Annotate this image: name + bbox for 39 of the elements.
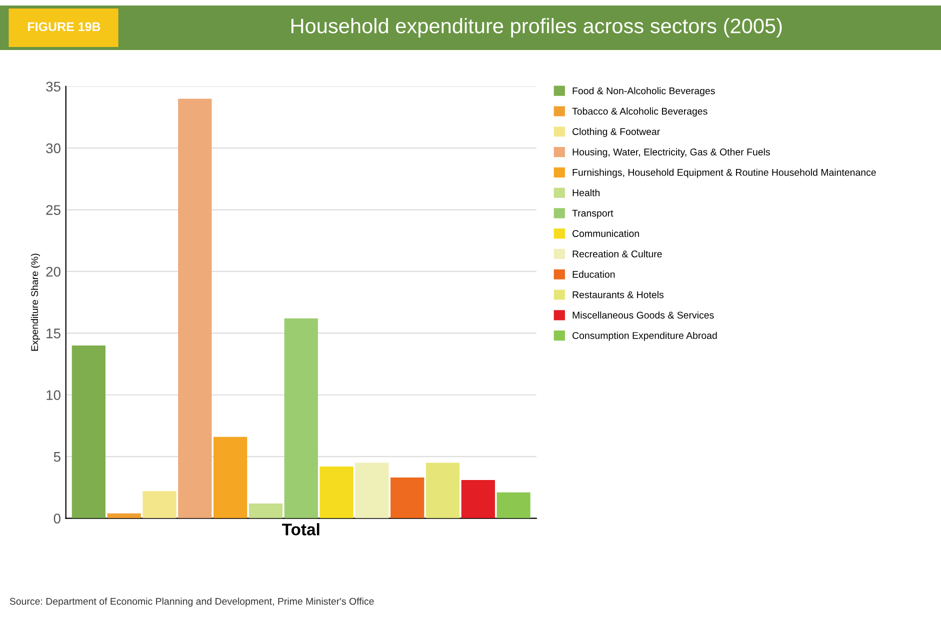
bar — [320, 466, 354, 518]
y-tick-label: 0 — [54, 514, 60, 524]
bar — [496, 492, 530, 518]
bar — [107, 513, 141, 518]
y-tick-label: 5 — [54, 452, 60, 462]
bar — [72, 346, 106, 518]
bar — [355, 462, 389, 518]
legend-label: Restaurants & Hotels — [572, 291, 664, 298]
legend-label: Food & Non-Alcoholic Beverages — [572, 87, 715, 96]
legend-label: Education — [572, 270, 615, 278]
legend-label: Housing, Water, Electricity, Gas & Other Fuels — [572, 148, 770, 158]
legend-label: Tobacco & Alcoholic Beverages — [572, 108, 708, 117]
bar — [284, 318, 318, 518]
legend-label: Consumption Expenditure Abroad — [572, 332, 717, 341]
x-tick-label: Total — [282, 523, 320, 536]
y-tick-label: 20 — [46, 266, 60, 277]
bar — [213, 436, 248, 518]
bar — [426, 462, 460, 518]
y-tick-label: 25 — [46, 205, 60, 215]
y-tick-label: 35 — [46, 82, 60, 92]
source-note: Source: Department of Economic Planning and Development, Prime Minister's Office — [10, 598, 374, 607]
legend-label: Transport — [572, 210, 614, 219]
bar — [178, 98, 212, 518]
chart-title: Household expenditure profiles across sectors (2005) — [291, 18, 782, 38]
legend-label: Communication — [572, 230, 639, 238]
y-tick-label: 15 — [46, 328, 60, 338]
legend-label: Health — [572, 189, 600, 196]
legend-label: Clothing & Footwear — [572, 128, 660, 137]
bar — [142, 491, 176, 518]
y-axis-title: Expenditure Share (%) — [30, 254, 40, 351]
y-tick-label: 10 — [46, 390, 60, 400]
bar — [248, 503, 283, 518]
legend-label: Miscellaneous Goods & Services — [572, 311, 714, 319]
legend-label: Furnishings, Household Equipment & Routine Household Maintenance — [572, 168, 876, 178]
legend-label: Recreation & Culture — [572, 250, 662, 258]
bar — [461, 480, 495, 518]
bar — [390, 478, 424, 518]
chart-subtitle: FIGURE 19B — [28, 22, 100, 32]
y-tick-label: 30 — [46, 143, 60, 154]
